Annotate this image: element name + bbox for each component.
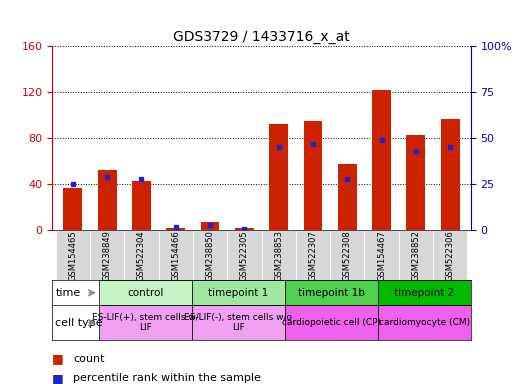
Text: ■: ■ <box>52 372 64 384</box>
Text: percentile rank within the sample: percentile rank within the sample <box>73 373 261 383</box>
Text: timepoint 2: timepoint 2 <box>394 288 454 298</box>
Text: GSM522304: GSM522304 <box>137 230 146 281</box>
Bar <box>132 181 151 230</box>
Text: timepoint 1b: timepoint 1b <box>298 288 365 298</box>
Text: GSM522305: GSM522305 <box>240 230 249 281</box>
Bar <box>193 230 227 280</box>
Text: GSM238849: GSM238849 <box>103 230 112 281</box>
Bar <box>158 230 193 280</box>
Bar <box>63 188 82 230</box>
Text: cardiomyocyte (CM): cardiomyocyte (CM) <box>379 318 470 327</box>
Text: GSM154465: GSM154465 <box>69 230 77 281</box>
Text: timepoint 1: timepoint 1 <box>208 288 268 298</box>
Bar <box>330 230 365 280</box>
Text: ES-LIF(-), stem cells w/o
LIF: ES-LIF(-), stem cells w/o LIF <box>184 313 292 332</box>
Bar <box>285 305 378 340</box>
Bar <box>372 90 391 230</box>
Bar <box>99 305 192 340</box>
Bar <box>192 280 285 305</box>
Bar <box>227 230 262 280</box>
Bar <box>406 135 425 230</box>
Text: control: control <box>127 288 164 298</box>
Text: count: count <box>73 354 105 364</box>
Bar <box>303 121 322 230</box>
Bar <box>99 280 192 305</box>
Bar <box>56 230 90 280</box>
Bar <box>124 230 158 280</box>
Bar <box>90 230 124 280</box>
Bar <box>378 305 471 340</box>
Bar <box>365 230 399 280</box>
Text: cell type: cell type <box>55 318 103 328</box>
Bar <box>378 280 471 305</box>
Bar <box>98 170 117 230</box>
Bar <box>441 119 460 230</box>
Bar <box>192 305 285 340</box>
Bar <box>399 230 433 280</box>
Text: GSM522308: GSM522308 <box>343 230 352 281</box>
Bar <box>262 230 296 280</box>
Bar <box>166 228 185 230</box>
Bar <box>201 222 220 230</box>
Text: time: time <box>55 288 81 298</box>
Text: GSM238850: GSM238850 <box>206 230 214 281</box>
Text: GSM154467: GSM154467 <box>377 230 386 281</box>
Text: GSM238852: GSM238852 <box>411 230 420 281</box>
Text: GSM522307: GSM522307 <box>309 230 317 281</box>
Text: cardiopoietic cell (CP): cardiopoietic cell (CP) <box>282 318 381 327</box>
Bar <box>338 164 357 230</box>
Bar <box>235 228 254 230</box>
Text: ES-LIF(+), stem cells w/
LIF: ES-LIF(+), stem cells w/ LIF <box>92 313 199 332</box>
Bar <box>269 124 288 230</box>
Bar <box>433 230 467 280</box>
Text: GSM238853: GSM238853 <box>274 230 283 281</box>
Text: GSM522306: GSM522306 <box>446 230 454 281</box>
Bar <box>296 230 330 280</box>
Bar <box>285 280 378 305</box>
Text: ■: ■ <box>52 353 64 366</box>
Title: GDS3729 / 1433716_x_at: GDS3729 / 1433716_x_at <box>173 30 350 44</box>
Text: GSM154466: GSM154466 <box>171 230 180 281</box>
